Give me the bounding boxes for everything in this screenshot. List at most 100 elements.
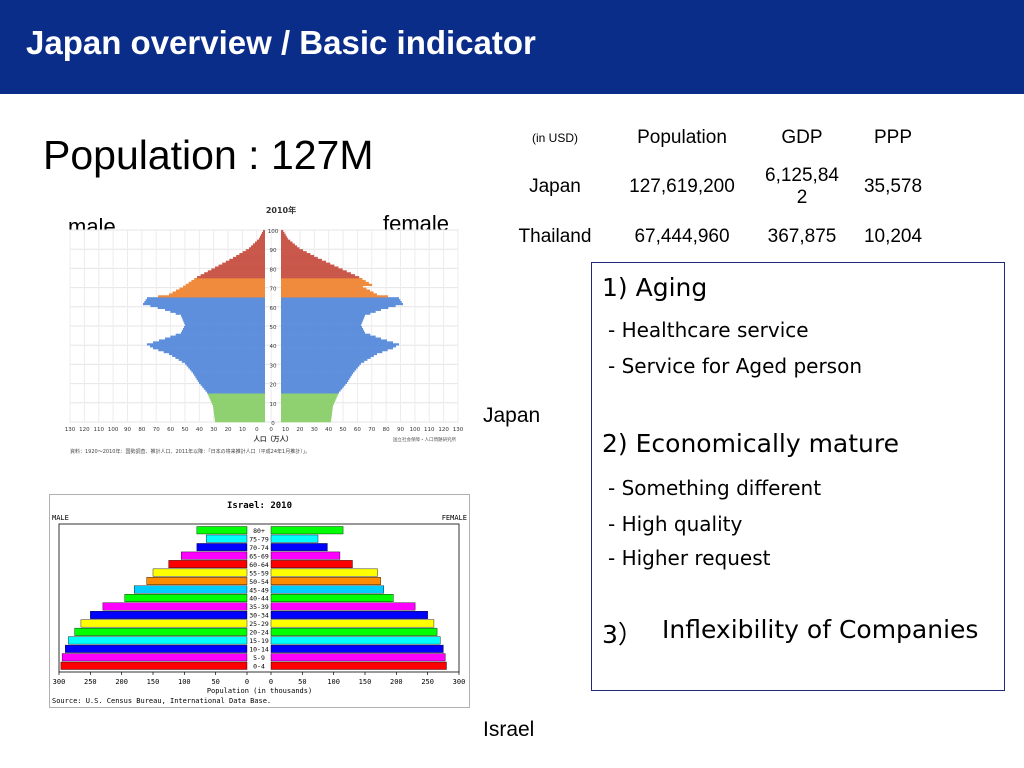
female-bar (270, 661, 447, 670)
source-note: 資料：1920〜2010年：国勢調査、推計人口、2011年以降：「日本の将来推計… (70, 448, 310, 455)
x-tick-label: 90 (124, 427, 131, 433)
female-age-bar (281, 387, 343, 390)
male-age-bar (211, 268, 265, 271)
age-group-label: 15-19 (249, 637, 269, 645)
female-age-bar (281, 237, 288, 240)
female-age-bar (281, 297, 399, 300)
male-age-bar (214, 414, 265, 417)
male-age-bar (163, 350, 265, 354)
female-age-bar (281, 337, 381, 340)
female-bar (270, 602, 416, 611)
female-age-bar (281, 264, 335, 267)
male-age-bar (207, 391, 265, 394)
note-item: - Service for Aged person (608, 354, 862, 378)
male-age-bar (186, 364, 265, 367)
female-age-bar (281, 308, 381, 311)
female-age-bar (281, 354, 374, 358)
title-bar: Japan overview / Basic indicator (0, 0, 1024, 94)
male-age-bar (260, 235, 265, 238)
age-group-label: 70-74 (249, 544, 269, 552)
female-age-bar (281, 375, 351, 379)
male-age-bar (165, 337, 265, 340)
unit-label: (in USD) (531, 131, 578, 145)
country-cell: Japan (529, 176, 581, 197)
male-age-bar (194, 278, 265, 281)
gdp-cell: 6,125,84 2 (754, 158, 850, 216)
male-age-bar (191, 279, 265, 283)
female-age-bar (281, 283, 373, 286)
male-age-bar (255, 241, 265, 244)
x-tick-label: 90 (397, 427, 404, 433)
male-age-bar (183, 320, 265, 323)
male-age-bar (207, 270, 265, 273)
male-age-bar (213, 404, 265, 407)
male-age-bar (188, 366, 265, 369)
male-age-bar (211, 400, 265, 404)
female-age-bar (281, 324, 361, 327)
female-age-bar (281, 418, 332, 421)
male-bar (80, 619, 248, 628)
male-age-bar (170, 310, 265, 313)
x-tick-label: 0 (255, 427, 259, 433)
male-age-bar (159, 339, 265, 342)
male-age-bar (213, 406, 265, 409)
male-age-bar (153, 347, 265, 350)
x-tick-label: 110 (424, 427, 435, 433)
female-age-bar (281, 312, 371, 315)
male-age-bar (213, 410, 265, 413)
female-age-bar (281, 274, 356, 277)
note-item: - Something different (608, 476, 822, 500)
x-tick-label: 50 (340, 427, 347, 433)
female-age-bar (281, 393, 339, 396)
female-age-bar (281, 406, 333, 409)
female-age-bar (281, 241, 293, 244)
table-header-row: (in USD) Population GDP PPP (500, 118, 936, 158)
male-age-bar (215, 266, 265, 269)
x-tick-label: 70 (153, 427, 160, 433)
male-age-bar (158, 295, 265, 298)
male-age-bar (194, 374, 265, 377)
male-age-bar (145, 299, 265, 302)
female-age-bar (281, 278, 363, 281)
japan-caption: Japan (483, 404, 541, 427)
female-age-bar (281, 339, 387, 342)
x-tick-label: 30 (311, 427, 318, 433)
x-tick-label: 150 (147, 678, 160, 686)
female-age-bar (281, 320, 363, 323)
male-age-bar (262, 231, 265, 235)
male-age-bar (183, 285, 265, 288)
male-age-bar (175, 333, 265, 336)
y-tick-label: 40 (270, 344, 277, 350)
age-group-label: 10-14 (249, 646, 269, 654)
x-tick-label: 300 (53, 678, 66, 686)
female-age-bar (281, 322, 362, 325)
male-age-bar (205, 389, 265, 392)
x-tick-label: 20 (296, 427, 303, 433)
y-tick-label: 80 (270, 267, 277, 273)
female-age-bar (281, 381, 347, 384)
age-group-label: 35-39 (249, 603, 269, 611)
institute-label: 国立社会保障・人口問題研究所 (393, 436, 456, 443)
female-age-bar (281, 260, 327, 263)
x-tick-label: 250 (84, 678, 97, 686)
male-age-bar (212, 402, 265, 406)
male-age-bar (179, 287, 265, 290)
female-age-bar (281, 329, 364, 333)
male-age-bar (172, 291, 265, 294)
male-bar (180, 551, 248, 560)
female-age-bar (281, 318, 364, 321)
notes-box: 1) Aging - Healthcare service - Service … (591, 262, 1005, 691)
x-tick-label: 80 (383, 427, 390, 433)
ppp-cell: 35,578 (863, 176, 923, 197)
gdp-cell: 367,875 (767, 226, 837, 247)
female-age-bar (281, 279, 366, 283)
male-age-bar (172, 354, 265, 358)
x-tick-label: 60 (354, 427, 361, 433)
x-tick-label: 100 (410, 427, 421, 433)
female-age-bar (281, 254, 315, 258)
male-bar (102, 602, 248, 611)
col-population: Population (637, 127, 727, 148)
male-age-bar (165, 308, 265, 311)
male-age-bar (257, 239, 265, 242)
